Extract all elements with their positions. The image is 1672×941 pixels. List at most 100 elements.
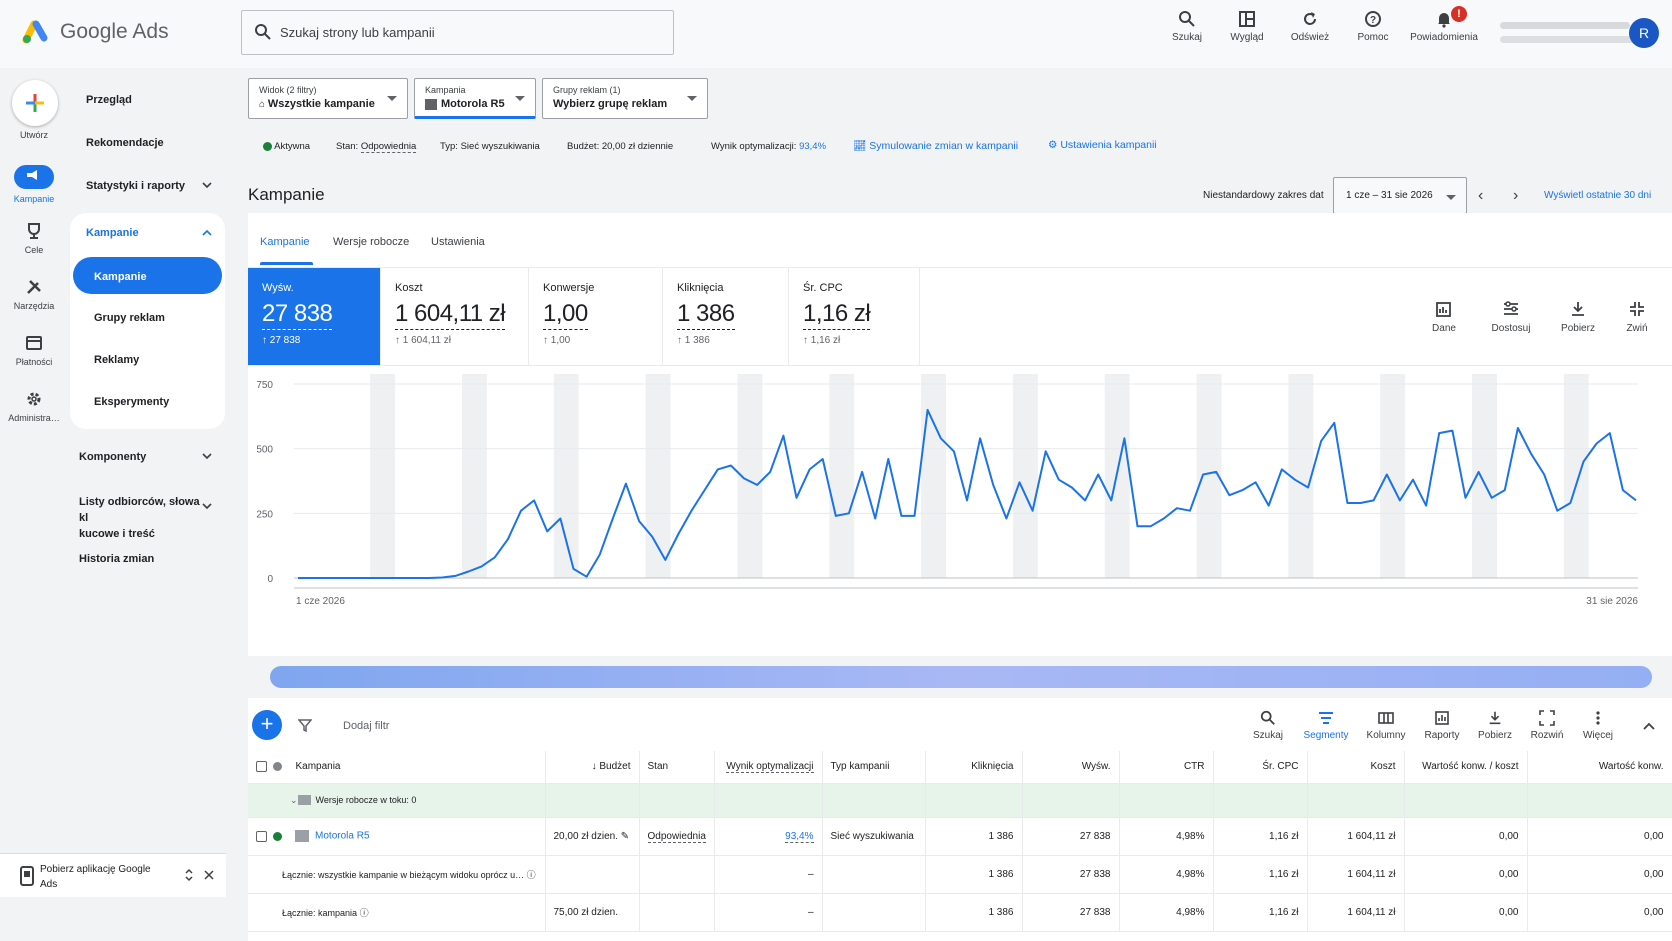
chevron-down-icon[interactable]: ⌄ bbox=[290, 794, 298, 805]
avatar[interactable]: R bbox=[1629, 18, 1659, 48]
nav-experiments[interactable]: Eksperymenty bbox=[94, 396, 170, 408]
col-cost[interactable]: Koszt bbox=[1307, 751, 1405, 784]
filter-icon[interactable] bbox=[298, 718, 312, 732]
more-button[interactable]: Więcej bbox=[1570, 710, 1626, 741]
edit-icon[interactable]: ✎ bbox=[620, 830, 630, 842]
table-search-button[interactable]: Szukaj bbox=[1240, 710, 1296, 741]
rail-item-campaigns[interactable]: Kampanie bbox=[0, 165, 68, 204]
add-filter-button[interactable]: Dodaj filtr bbox=[343, 720, 390, 732]
col-impressions[interactable]: Wyśw. bbox=[1022, 751, 1120, 784]
chevron-down-icon[interactable] bbox=[202, 503, 212, 510]
date-prev-button[interactable]: ‹ bbox=[1478, 187, 1484, 204]
refresh-button[interactable]: Odśwież bbox=[1278, 10, 1342, 43]
chart-adjust-button[interactable]: Dostosuj bbox=[1481, 300, 1541, 334]
select-all-checkbox[interactable] bbox=[256, 761, 267, 773]
google-ads-logo[interactable] bbox=[22, 18, 50, 44]
table-download-button[interactable]: Pobierz bbox=[1467, 710, 1523, 741]
metric-label: Koszt bbox=[395, 282, 423, 294]
top-search-button[interactable]: Szukaj bbox=[1155, 10, 1219, 43]
metric-delta: ↑ 1,00 bbox=[543, 335, 571, 346]
tab-settings[interactable]: Ustawienia bbox=[431, 236, 485, 248]
metric-value: 1 386 bbox=[677, 300, 735, 330]
chart-download-button[interactable]: Pobierz bbox=[1548, 300, 1608, 334]
campaign-name-link[interactable]: Motorola R5 bbox=[315, 830, 370, 842]
col-conv-value-cost[interactable]: Wartość konw. / koszt bbox=[1404, 751, 1528, 784]
metric-card-clicks[interactable]: Kliknięcia 1 386 ↑ 1 386 bbox=[663, 268, 789, 365]
table-row[interactable]: Motorola R5 20,00 zł dzien. ✎ Odpowiedni… bbox=[248, 817, 1672, 856]
view-filter-chip[interactable]: Widok (2 filtry) ⌂ Wszystkie kampanie bbox=[248, 78, 408, 119]
nav-campaigns[interactable]: Kampanie bbox=[73, 257, 222, 294]
chart-data-button[interactable]: Dane bbox=[1414, 300, 1474, 334]
active-tab-indicator bbox=[260, 262, 313, 265]
col-campaign[interactable]: Kampania bbox=[248, 751, 546, 784]
chart-range-slider[interactable] bbox=[270, 666, 1652, 688]
download-icon bbox=[1572, 302, 1584, 316]
columns-button[interactable]: Kolumny bbox=[1358, 710, 1414, 741]
search-input[interactable]: Szukaj strony lub kampanii bbox=[241, 10, 674, 55]
chevron-down-icon[interactable] bbox=[202, 453, 212, 460]
get-app-banner[interactable]: Pobierz aplikację Google Ads bbox=[0, 853, 226, 897]
segments-button[interactable]: Segmenty bbox=[1298, 710, 1354, 741]
nav-ads[interactable]: Reklamy bbox=[94, 354, 140, 366]
cell-optimization[interactable]: 93,4% bbox=[785, 830, 814, 843]
nav-ad-groups[interactable]: Grupy reklam bbox=[94, 312, 165, 324]
date-range-picker[interactable]: 1 cze – 31 sie 2026 bbox=[1333, 177, 1467, 214]
col-optimization[interactable]: Wynik optymalizacji bbox=[714, 751, 823, 784]
rail-item-goals[interactable]: Cele bbox=[0, 222, 68, 255]
nav-audiences[interactable]: Listy odbiorców, słowa kl kucowe i treść bbox=[79, 494, 204, 542]
help-icon[interactable]: ⓘ bbox=[526, 869, 536, 880]
nav-components[interactable]: Komponenty bbox=[79, 451, 147, 463]
metric-card-cost[interactable]: Koszt 1 604,11 zł ↑ 1 604,11 zł bbox=[381, 268, 529, 365]
reports-button[interactable]: Raporty bbox=[1414, 710, 1470, 741]
chevron-up-icon[interactable] bbox=[202, 229, 212, 236]
cell-conv-value-cost: 0,00 bbox=[1404, 855, 1528, 894]
tool-label: Pobierz bbox=[1478, 730, 1512, 741]
row-checkbox[interactable] bbox=[256, 830, 267, 842]
nav-campaigns-group-label[interactable]: Kampanie bbox=[86, 227, 139, 239]
col-type[interactable]: Typ kampanii bbox=[822, 751, 926, 784]
total-row-campaign: Łącznie: kampania ⓘ 75,00 zł dzien. – 1 … bbox=[248, 893, 1672, 932]
nav-overview[interactable]: Przegląd bbox=[86, 94, 132, 106]
col-conv-value[interactable]: Wartość konw. bbox=[1527, 751, 1672, 784]
chevron-up-icon[interactable] bbox=[1643, 722, 1655, 730]
metric-card-conversions[interactable]: Konwersje 1,00 ↑ 1,00 bbox=[529, 268, 663, 365]
tab-drafts[interactable]: Wersje robocze bbox=[333, 236, 410, 248]
metric-value: 27 838 bbox=[262, 300, 333, 330]
expand-collapse-icon[interactable] bbox=[184, 868, 194, 882]
notifications-button[interactable]: ! Powiadomienia bbox=[1407, 6, 1481, 43]
tab-campaigns[interactable]: Kampanie bbox=[260, 236, 310, 248]
rail-item-tools[interactable]: Narzędzia bbox=[0, 278, 68, 311]
create-button[interactable] bbox=[12, 80, 58, 126]
simulate-changes-link[interactable]: 📈︎ Symulowanie zmian w kampanii bbox=[853, 140, 1019, 152]
segments-icon bbox=[1319, 712, 1333, 724]
chart-collapse-button[interactable]: Zwiń bbox=[1610, 300, 1664, 334]
appearance-button[interactable]: Wygląd bbox=[1215, 10, 1279, 43]
expand-button[interactable]: Rozwiń bbox=[1519, 710, 1575, 741]
campaign-filter-chip[interactable]: Kampania Motorola R5 bbox=[414, 78, 536, 119]
campaign-settings-link[interactable]: ⚙ Ustawienia kampanii bbox=[1048, 139, 1157, 151]
close-icon[interactable] bbox=[204, 870, 214, 880]
metric-value: 1,00 bbox=[543, 300, 588, 330]
date-next-button[interactable]: › bbox=[1513, 187, 1519, 204]
rail-item-billing[interactable]: Płatności bbox=[0, 334, 68, 367]
col-state[interactable]: Stan bbox=[639, 751, 715, 784]
col-budget[interactable]: ↓ Budżet bbox=[545, 751, 640, 784]
metric-card-impressions[interactable]: Wyśw. 27 838 ↑ 27 838 bbox=[248, 268, 381, 365]
adgroup-filter-chip[interactable]: Grupy reklam (1) Wybierz grupę reklam bbox=[542, 78, 708, 119]
chevron-down-icon[interactable] bbox=[202, 182, 212, 189]
nav-recommendations[interactable]: Rekomendacje bbox=[86, 137, 164, 149]
help-button[interactable]: ? Pomoc bbox=[1341, 10, 1405, 43]
drafts-row[interactable]: ⌄ Wersje robocze w toku: 0 bbox=[248, 783, 1672, 818]
cell-clicks: 1 386 bbox=[925, 855, 1023, 894]
add-campaign-button[interactable]: + bbox=[252, 710, 282, 740]
col-ctr[interactable]: CTR bbox=[1119, 751, 1214, 784]
col-cpc[interactable]: Śr. CPC bbox=[1213, 751, 1308, 784]
rail-item-admin[interactable]: Administra… bbox=[0, 390, 68, 423]
metric-card-cpc[interactable]: Śr. CPC 1,16 zł ↑ 1,16 zł bbox=[789, 268, 920, 365]
nav-history[interactable]: Historia zmian bbox=[79, 553, 155, 565]
last-30-days-link[interactable]: Wyświetl ostatnie 30 dni bbox=[1544, 190, 1652, 201]
y-tick-label: 750 bbox=[256, 380, 273, 391]
nav-stats[interactable]: Statystyki i raporty bbox=[86, 180, 186, 192]
col-clicks[interactable]: Kliknięcia bbox=[925, 751, 1023, 784]
help-icon[interactable]: ⓘ bbox=[359, 907, 369, 918]
